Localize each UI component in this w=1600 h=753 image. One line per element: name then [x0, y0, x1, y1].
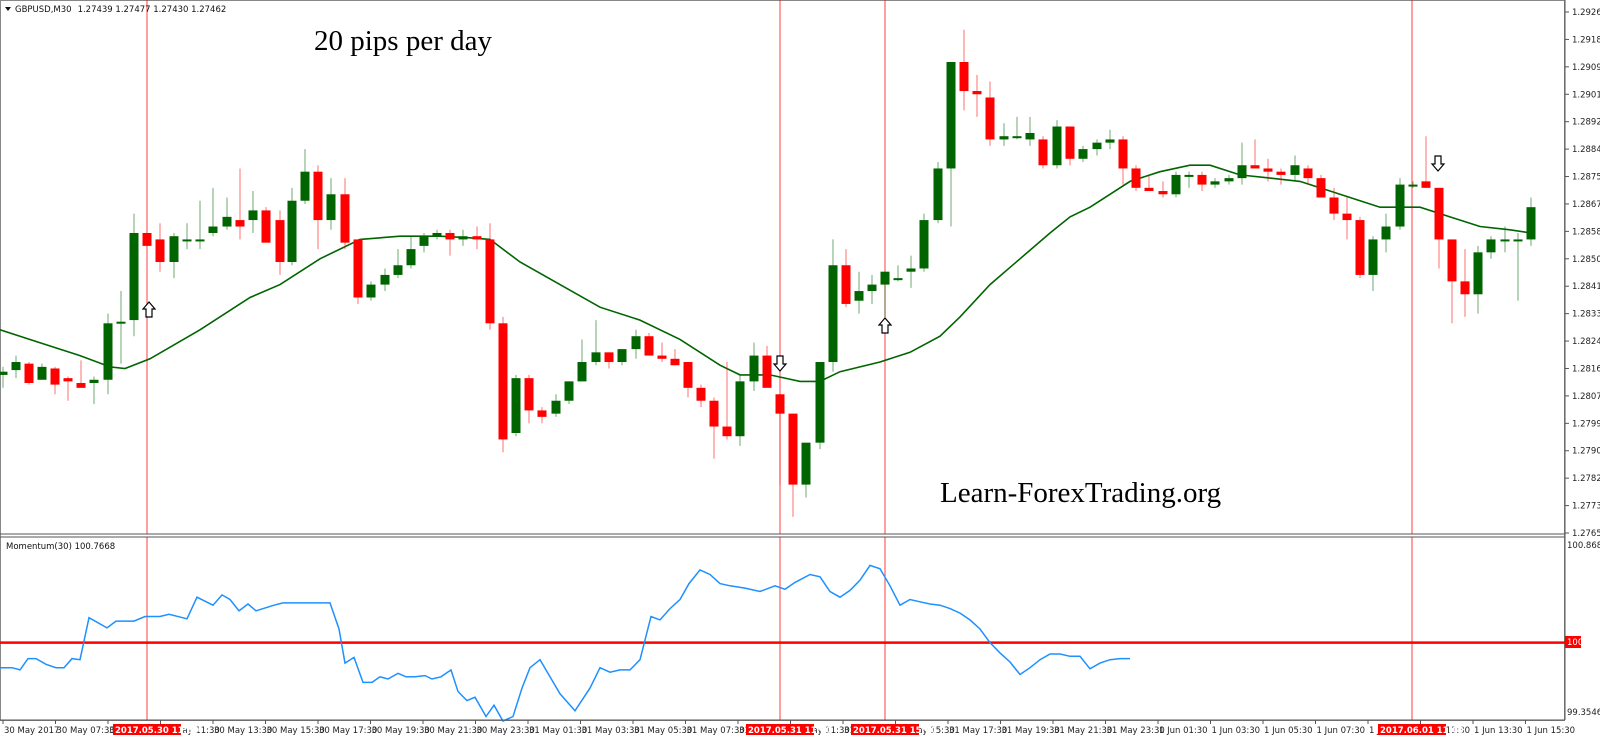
- time-tick-label: 30 May 11:30: [162, 726, 220, 736]
- momentum-min-label: 99.3546: [1567, 708, 1600, 718]
- symbol-label: GBPUSD,M30 1.27439 1.27477 1.27430 1.2746…: [15, 5, 226, 15]
- price-tick-label: 1.28500: [1572, 255, 1600, 265]
- price-tick-label: 1.28585: [1572, 227, 1600, 237]
- ohlc-values: 1.27439 1.27477 1.27430 1.27462: [78, 5, 227, 15]
- signal-arrows: [141, 155, 1446, 372]
- arrow-down-icon: [772, 355, 788, 372]
- highlight-vlines: [146, 537, 1413, 720]
- time-tick-label: 30 May 13:30: [214, 726, 272, 736]
- time-tick-label: 31 May 15:30: [897, 726, 955, 736]
- price-tick-label: 1.27735: [1572, 502, 1600, 512]
- chart-title-annotation: 20 pips per day: [314, 25, 492, 57]
- price-tick-label: 1.28160: [1572, 364, 1600, 374]
- time-tick-label: 31 May 23:30: [1107, 726, 1165, 736]
- price-tick-label: 1.27905: [1572, 447, 1600, 457]
- time-tick-label: 1 Jun 03:30: [1212, 726, 1261, 736]
- price-tick-label: 1.28330: [1572, 310, 1600, 320]
- price-tick-label: 1.28840: [1572, 145, 1600, 155]
- price-tick-label: 1.29180: [1572, 35, 1600, 45]
- time-tick-label: 1 Jun 01:30: [1159, 726, 1208, 736]
- time-tick-label: 1 Jun 13:30: [1474, 726, 1523, 736]
- momentum-level-label: 100: [1567, 638, 1583, 648]
- time-tick-label: 1 Jun 07:30: [1317, 726, 1366, 736]
- time-tick-label: 30 May 2017: [4, 726, 59, 736]
- price-tick-label: 1.27820: [1572, 474, 1600, 484]
- highlighted-time-label: 2017.06.01 11:00: [1380, 726, 1464, 736]
- time-tick-label: 31 May 03:30: [582, 726, 640, 736]
- time-tick-label: 31 May 05:30: [634, 726, 692, 736]
- watermark-text: Learn-ForexTrading.org: [940, 477, 1221, 509]
- price-tick-label: 1.27990: [1572, 419, 1600, 429]
- price-tick-label: 1.28075: [1572, 392, 1600, 402]
- highlighted-time-label: 2017.05.30 11:00: [115, 726, 199, 736]
- arrow-up-icon: [877, 317, 893, 334]
- highlight-vlines: [146, 0, 1413, 534]
- time-tick-label: 30 May 19:30: [372, 726, 430, 736]
- time-tick-label: 31 May 21:30: [1054, 726, 1112, 736]
- time-tick-label: 30 May 07:30: [57, 726, 115, 736]
- price-tick-label: 1.28925: [1572, 118, 1600, 128]
- triangle-down-icon[interactable]: [5, 7, 11, 11]
- time-tick-label: 30 May 23:30: [477, 726, 535, 736]
- price-axis[interactable]: 1.29265 1.29180 1.29095 1.29010 1.28925 1.288…: [1565, 8, 1600, 539]
- momentum-line: [0, 564, 1130, 723]
- price-tick-label: 1.29265: [1572, 8, 1600, 18]
- time-tick-label: 31 May 11:30: [792, 726, 850, 736]
- candlesticks: [0, 29, 1536, 517]
- momentum-label: Momentum(30) 100.7668: [6, 542, 115, 552]
- momentum-pane[interactable]: Momentum(30) 100.7668: [0, 537, 1565, 723]
- time-highlight-tags: 2017.05.30 11:00 2017.05.31 11:00 2017.05.…: [113, 724, 1464, 736]
- arrow-up-icon: [141, 301, 157, 318]
- price-tick-label: 1.28415: [1572, 282, 1600, 292]
- time-tick-label: 1 Jun 15:30: [1527, 726, 1576, 736]
- momentum-level-tag: [1565, 636, 1581, 648]
- time-tick-label: 31 May 17:30: [949, 726, 1007, 736]
- price-tick-label: 1.27650: [1572, 529, 1600, 539]
- moving-average-line: [0, 164, 1532, 383]
- time-tick-label: 30 May 17:30: [319, 726, 377, 736]
- price-tick-label: 1.29095: [1572, 63, 1600, 73]
- time-tick-label: 31 May 01:30: [529, 726, 587, 736]
- momentum-max-label: 100.8683: [1567, 541, 1600, 551]
- price-tick-label: 1.28755: [1572, 173, 1600, 183]
- price-tick-label: 1.28670: [1572, 200, 1600, 210]
- time-tick-label: 30 May 21:30: [424, 726, 482, 736]
- price-tick-label: 1.28245: [1572, 337, 1600, 347]
- symbol-timeframe: GBPUSD,M30: [15, 5, 72, 15]
- time-tick-label: 30 May 15:30: [267, 726, 325, 736]
- highlighted-time-label: 2017.05.31 15:00: [853, 726, 937, 736]
- time-tick-label: 1 Jun 05:30: [1264, 726, 1313, 736]
- price-pane[interactable]: [0, 0, 1565, 538]
- highlighted-time-label: 2017.05.31 11:00: [748, 726, 832, 736]
- price-tick-label: 1.29010: [1572, 90, 1600, 100]
- time-tick-label: 31 May 19:30: [1002, 726, 1060, 736]
- arrow-down-icon: [1430, 155, 1446, 172]
- time-tick-label: 31 May 07:30: [687, 726, 745, 736]
